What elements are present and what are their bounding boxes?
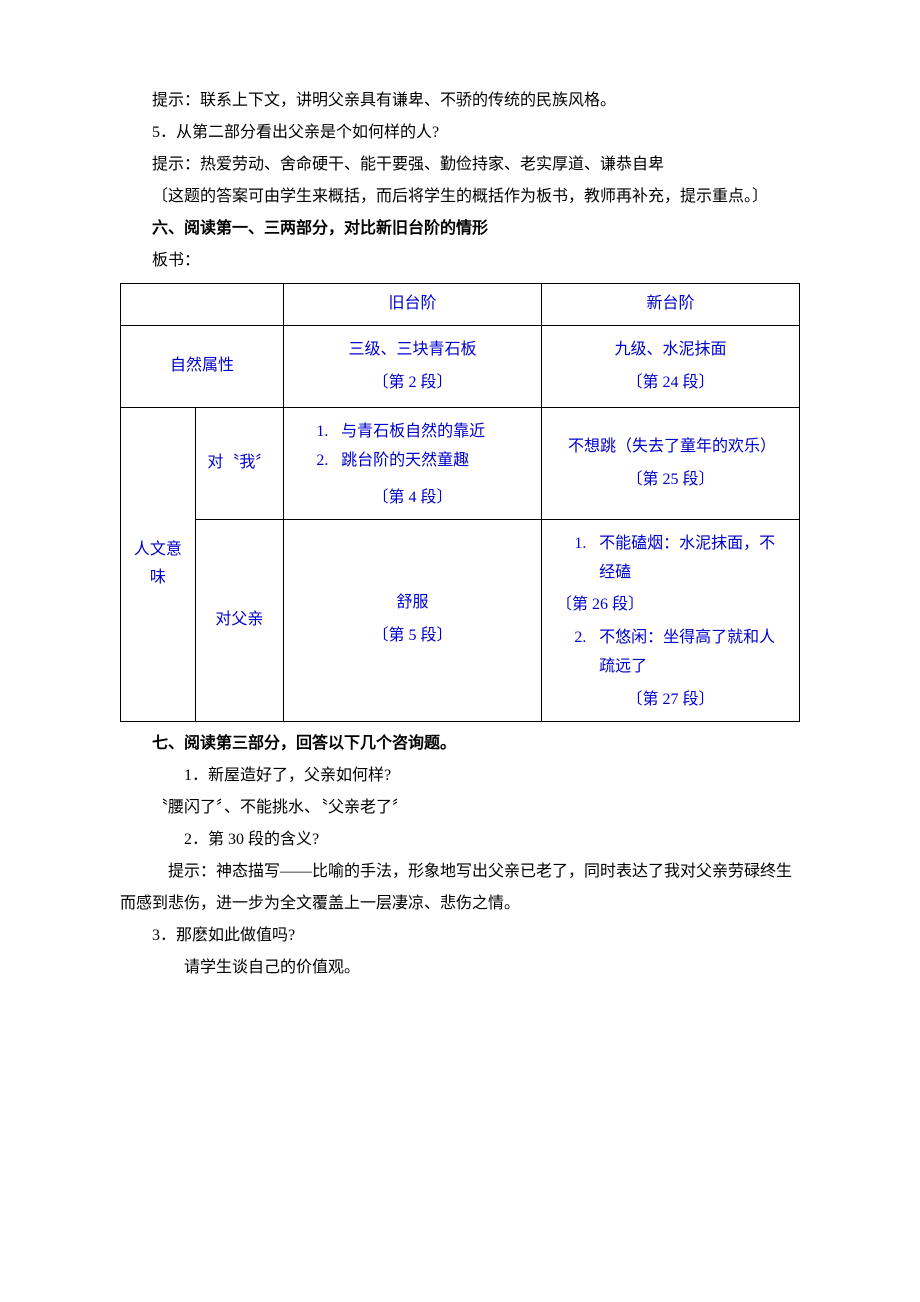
table-row: 对父亲 舒服 〔第 5 段〕 1. 不能磕烟：水泥抹面，不经磕 〔第 26 段〕… bbox=[121, 519, 800, 721]
cell-main: 三级、三块青石板 bbox=[348, 336, 476, 365]
list-text: 不悠闲：坐得高了就和人疏远了 bbox=[599, 624, 777, 682]
table-row: 自然属性 三级、三块青石板 〔第 2 段〕 九级、水泥抹面 〔第 24 段〕 bbox=[121, 325, 800, 408]
cell-ref: 〔第 27 段〕 bbox=[550, 686, 791, 715]
header-new: 新台阶 bbox=[541, 284, 799, 326]
row-label-meaning: 人文意味 bbox=[121, 408, 196, 721]
cell-main: 九级、水泥抹面 bbox=[614, 336, 726, 365]
cell-me-old: 1. 与青石板自然的靠近 2. 跳台阶的天然童趣 〔第 4 段〕 bbox=[283, 408, 541, 519]
cell-ref: 〔第 2 段〕 bbox=[372, 369, 452, 398]
cell-me-new: 不想跳（失去了童年的欢乐） 〔第 25 段〕 bbox=[541, 408, 799, 519]
row-label-me: 对〝我〞 bbox=[195, 408, 283, 519]
cell-ref: 〔第 4 段〕 bbox=[292, 484, 533, 513]
cell-father-new: 1. 不能磕烟：水泥抹面，不经磕 〔第 26 段〕 2. 不悠闲：坐得高了就和人… bbox=[541, 519, 799, 721]
list-text: 不能磕烟：水泥抹面，不经磕 bbox=[599, 530, 777, 588]
cell-nature-new: 九级、水泥抹面 〔第 24 段〕 bbox=[541, 325, 799, 408]
header-empty-cell bbox=[121, 284, 284, 326]
cell-father-old: 舒服 〔第 5 段〕 bbox=[283, 519, 541, 721]
list-text: 跳台阶的天然童趣 bbox=[341, 447, 469, 476]
cell-main: 舒服 bbox=[396, 589, 428, 618]
cell-ref: 〔第 26 段〕 bbox=[550, 591, 791, 620]
cell-nature-old: 三级、三块青石板 〔第 2 段〕 bbox=[283, 325, 541, 408]
list-number: 2. bbox=[306, 447, 341, 476]
list-number: 1. bbox=[306, 418, 341, 447]
question-7-2: 2．第 30 段的含义? bbox=[120, 824, 800, 856]
answer-7-1: 〝腰闪了〞、不能挑水、〝父亲老了〞 bbox=[120, 792, 800, 824]
list-item: 1. 与青石板自然的靠近 bbox=[306, 418, 485, 447]
list-number: 1. bbox=[564, 530, 599, 559]
board-label: 板书： bbox=[120, 245, 800, 277]
list-text: 与青石板自然的靠近 bbox=[341, 418, 485, 447]
answer-7-2: 提示：神态描写——比喻的手法，形象地写出父亲已老了，同时表达了我对父亲劳碌终生而… bbox=[120, 856, 800, 920]
section-7-heading: 七、阅读第三部分，回答以下几个咨询题。 bbox=[120, 728, 800, 760]
row-label-nature: 自然属性 bbox=[121, 325, 284, 408]
cell-ref: 〔第 5 段〕 bbox=[372, 622, 452, 651]
row-label-father: 对父亲 bbox=[195, 519, 283, 721]
cell-ref: 〔第 25 段〕 bbox=[626, 466, 714, 495]
list-item: 2. 跳台阶的天然童趣 bbox=[306, 447, 469, 476]
list-number: 2. bbox=[564, 624, 599, 653]
hint-paragraph-2: 提示：热爱劳动、舍命硬干、能干要强、勤俭持家、老实厚道、谦恭自卑 bbox=[120, 149, 800, 181]
table-row: 人文意味 对〝我〞 1. 与青石板自然的靠近 2. 跳台阶的天然童趣 〔第 4 … bbox=[121, 408, 800, 519]
hint-paragraph-1: 提示：联系上下文，讲明父亲具有谦卑、不骄的传统的民族风格。 bbox=[120, 85, 800, 117]
section-6-heading: 六、阅读第一、三两部分，对比新旧台阶的情形 bbox=[120, 213, 800, 245]
question-7-1: 1．新屋造好了，父亲如何样? bbox=[120, 760, 800, 792]
comparison-table: 旧台阶 新台阶 自然属性 三级、三块青石板 〔第 2 段〕 九级、水泥抹面 〔第… bbox=[120, 283, 800, 722]
cell-ref: 〔第 24 段〕 bbox=[626, 369, 714, 398]
note-paragraph: 〔这题的答案可由学生来概括，而后将学生的概括作为板书，教师再补充，提示重点。〕 bbox=[120, 181, 800, 213]
list-item: 2. 不悠闲：坐得高了就和人疏远了 bbox=[564, 624, 777, 682]
list-item: 1. 不能磕烟：水泥抹面，不经磕 bbox=[564, 530, 777, 588]
table-row: 旧台阶 新台阶 bbox=[121, 284, 800, 326]
cell-main: 不想跳（失去了童年的欢乐） bbox=[568, 433, 773, 462]
answer-7-3: 请学生谈自己的价值观。 bbox=[120, 952, 800, 984]
question-7-3: 3．那麽如此做值吗? bbox=[120, 920, 800, 952]
header-old: 旧台阶 bbox=[283, 284, 541, 326]
question-5: 5．从第二部分看出父亲是个如何样的人? bbox=[120, 117, 800, 149]
